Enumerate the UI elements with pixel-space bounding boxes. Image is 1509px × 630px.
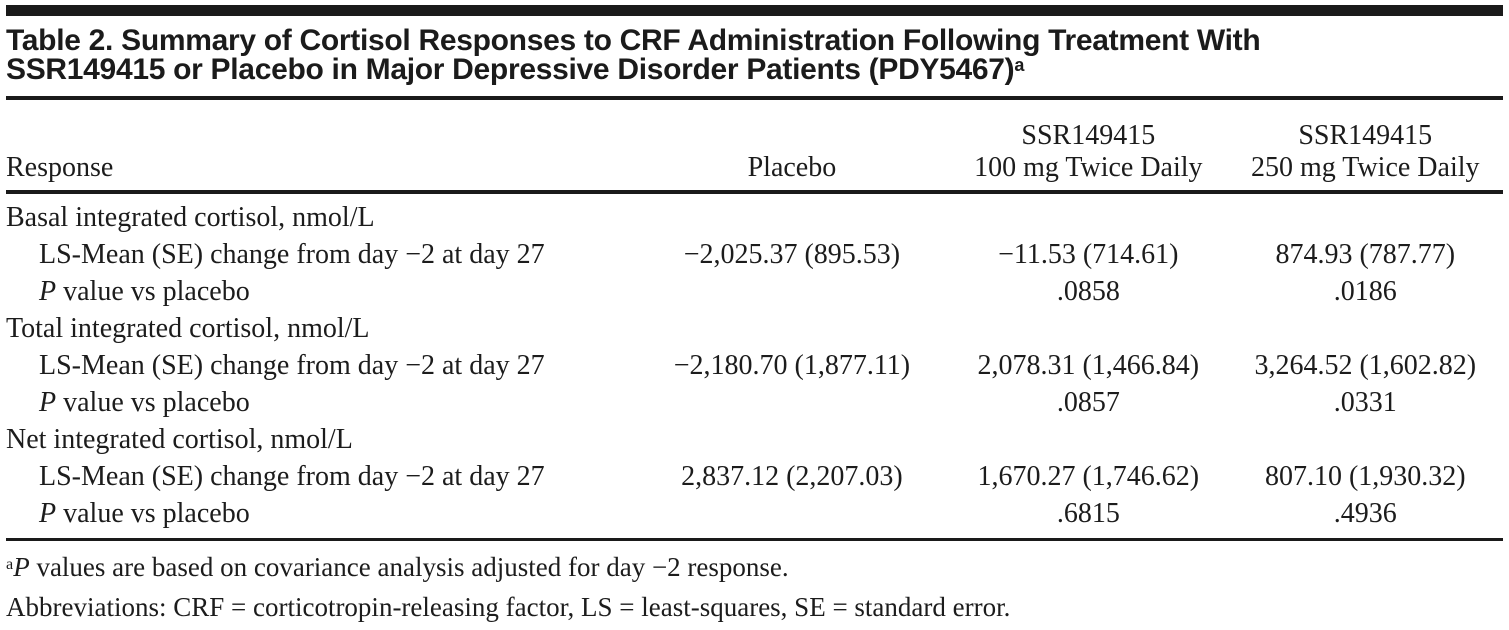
table-header: Response Placebo SSR149415 100 mg Twice …	[6, 100, 1503, 194]
footnote-divider-rule	[6, 538, 1503, 541]
table-row-net-lsmean: LS-Mean (SE) change from day −2 at day 2…	[6, 458, 1503, 495]
row-label-total-pvalue: P value vs placebo	[6, 384, 635, 421]
p-label-rest: value vs placebo	[56, 498, 250, 529]
cell-total-lsmean-ssr100: 2,078.31 (1,466.84)	[977, 350, 1200, 381]
table-title: Table 2. Summary of Cortisol Responses t…	[6, 26, 1503, 88]
column-header-ssr250-line2: 250 mg Twice Daily	[1251, 152, 1480, 183]
table-title-line2: SSR149415 or Placebo in Major Depressive…	[6, 53, 1015, 86]
row-label-net-pvalue: P value vs placebo	[6, 495, 635, 532]
table-title-footnote-marker: a	[1014, 54, 1025, 75]
category-label-basal: Basal integrated cortisol, nmol/L	[6, 202, 375, 233]
cell-total-lsmean-ssr250: 3,264.52 (1,602.82)	[1254, 350, 1477, 381]
cell-total-pvalue-ssr100: .0857	[1056, 387, 1120, 418]
footnote-a-text: values are based on covariance analysis …	[29, 552, 789, 582]
cortisol-response-table: Response Placebo SSR149415 100 mg Twice …	[6, 100, 1503, 532]
column-header-ssr100-line2: 100 mg Twice Daily	[974, 152, 1203, 183]
cell-basal-pvalue-placebo	[635, 273, 949, 310]
category-label-total: Total integrated cortisol, nmol/L	[6, 313, 370, 344]
cell-total-pvalue-placebo	[635, 384, 949, 421]
footnote-abbreviations: Abbreviations: CRF = corticotropin-relea…	[6, 592, 1011, 622]
footnote-a: aP values are based on covariance analys…	[6, 549, 1503, 589]
table-row-total-lsmean: LS-Mean (SE) change from day −2 at day 2…	[6, 347, 1503, 384]
column-header-ssr100: SSR149415 100 mg Twice Daily	[949, 100, 1228, 194]
footnotes: aP values are based on covariance analys…	[6, 549, 1503, 625]
table-row-total-pvalue: P value vs placebo .0857 .0331	[6, 384, 1503, 421]
table-header-row: Response Placebo SSR149415 100 mg Twice …	[6, 100, 1503, 194]
title-divider-rule	[6, 96, 1503, 100]
p-label-rest: value vs placebo	[56, 276, 250, 307]
column-header-ssr250-line1: SSR149415	[1298, 120, 1433, 151]
p-label-rest: value vs placebo	[56, 387, 250, 418]
cell-net-pvalue-ssr250: .4936	[1333, 498, 1397, 529]
cell-net-lsmean-ssr250: 807.10 (1,930.32)	[1264, 461, 1466, 492]
column-header-ssr250: SSR149415 250 mg Twice Daily	[1227, 100, 1503, 194]
table-body: Basal integrated cortisol, nmol/L LS-Mea…	[6, 192, 1503, 532]
cell-total-pvalue-ssr250: .0331	[1333, 387, 1397, 418]
footnote-a-marker: a	[6, 554, 14, 573]
table-row-category-net: Net integrated cortisol, nmol/L	[6, 421, 1503, 458]
row-label-basal-lsmean: LS-Mean (SE) change from day −2 at day 2…	[39, 239, 545, 270]
cell-net-lsmean-placebo: 2,837.12 (2,207.03)	[681, 461, 903, 492]
table-row-basal-lsmean: LS-Mean (SE) change from day −2 at day 2…	[6, 236, 1503, 273]
cell-basal-lsmean-placebo: −2,025.37 (895.53)	[683, 239, 901, 270]
table-row-category-basal: Basal integrated cortisol, nmol/L	[6, 192, 1503, 236]
row-label-basal-pvalue: P value vs placebo	[6, 273, 635, 310]
cell-total-lsmean-placebo: −2,180.70 (1,877.11)	[673, 350, 911, 381]
category-label-net: Net integrated cortisol, nmol/L	[6, 424, 353, 455]
table-row-basal-pvalue: P value vs placebo .0858 .0186	[6, 273, 1503, 310]
table-top-border	[6, 5, 1503, 16]
row-label-total-lsmean: LS-Mean (SE) change from day −2 at day 2…	[39, 350, 545, 381]
cell-net-pvalue-placebo	[635, 495, 949, 532]
table-row-net-pvalue: P value vs placebo .6815 .4936	[6, 495, 1503, 532]
cell-basal-pvalue-ssr100: .0858	[1056, 276, 1120, 307]
column-header-response: Response	[6, 100, 635, 194]
cell-net-pvalue-ssr100: .6815	[1056, 498, 1120, 529]
p-italic: P	[39, 498, 57, 529]
column-header-ssr100-line1: SSR149415	[1021, 120, 1156, 151]
cell-basal-pvalue-ssr250: .0186	[1333, 276, 1397, 307]
footnote-a-p-italic: P	[13, 552, 30, 582]
p-italic: P	[39, 276, 57, 307]
p-italic: P	[39, 387, 57, 418]
cell-basal-lsmean-ssr100: −11.53 (714.61)	[998, 239, 1179, 270]
cell-basal-lsmean-ssr250: 874.93 (787.77)	[1275, 239, 1456, 270]
table-title-line1: Table 2. Summary of Cortisol Responses t…	[6, 24, 1261, 57]
table-row-category-total: Total integrated cortisol, nmol/L	[6, 310, 1503, 347]
row-label-net-lsmean: LS-Mean (SE) change from day −2 at day 2…	[39, 461, 545, 492]
cell-net-lsmean-ssr100: 1,670.27 (1,746.62)	[977, 461, 1200, 492]
column-header-placebo: Placebo	[634, 100, 950, 194]
